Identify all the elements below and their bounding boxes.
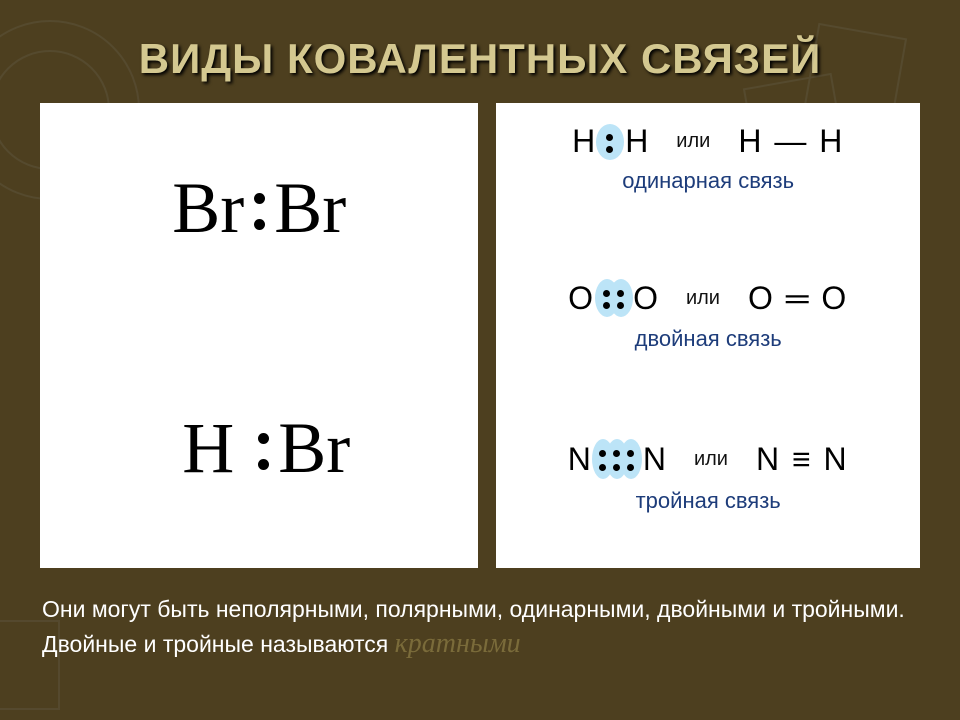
label-double: двойная связь [496,326,920,352]
atom-br-right: Br [274,167,346,250]
label-single: одинарная связь [496,168,920,194]
panel-bond-types: H H или H — H одинарная связь O [496,103,920,568]
slide-title: ВИДЫ КОВАЛЕНТНЫХ СВЯЗЕЙ [0,0,960,83]
panels-row: Br Br H Br H [0,83,960,568]
atom-o2: O [633,280,658,317]
shared-triple [591,438,643,480]
panel-lewis-structures: Br Br H Br [40,103,478,568]
bond-block-single: H H или H — H одинарная связь [496,123,920,194]
atom-br-hbr: Br [278,407,350,490]
atom-br-left: Br [172,167,244,250]
atom-o1: O [568,280,593,317]
bond-block-triple: N N или N ≡ N тройная связь [496,438,920,514]
atom-h1: H [572,123,595,160]
line-form-hh: H — H [738,123,844,160]
bond-block-double: O O или O ═ O двойная связь [496,278,920,352]
or-word-3: или [694,448,728,471]
shared-pair-hbr [248,403,278,493]
atom-n1: N [568,441,591,478]
atom-n2: N [643,441,666,478]
footer-emph: кратными [395,628,521,659]
or-word-2: или [686,287,720,310]
atom-h: H [168,407,248,490]
lewis-hbr: H Br [40,403,478,493]
shared-pair-br2 [244,163,274,253]
line-form-nn: N ≡ N [756,441,849,478]
or-word-1: или [676,130,710,153]
shared-double [593,278,633,318]
footer-text: Они могут быть неполярными, полярными, о… [0,568,960,663]
line-form-oo: O ═ O [748,280,848,317]
shared-single [595,124,625,160]
lewis-br2: Br Br [40,163,478,253]
atom-h2: H [625,123,648,160]
label-triple: тройная связь [496,488,920,514]
